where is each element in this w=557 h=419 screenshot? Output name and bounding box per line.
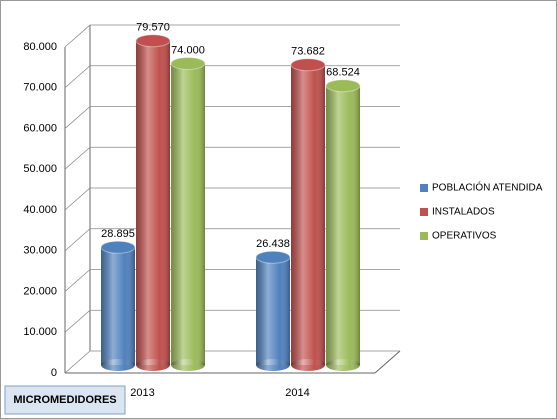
bar-shade bbox=[101, 247, 135, 365]
y-tick-label: 60.000 bbox=[23, 122, 57, 134]
y-tick-label: 0 bbox=[51, 367, 57, 379]
y-tick-label: 50.000 bbox=[23, 163, 57, 175]
grid-line bbox=[64, 350, 91, 374]
value-label: 68.524 bbox=[326, 67, 360, 79]
bar-base-shade bbox=[326, 359, 360, 371]
caption-box bbox=[4, 385, 126, 415]
bar-top bbox=[290, 58, 326, 72]
bar-top bbox=[135, 34, 171, 48]
bar-shade bbox=[136, 40, 170, 365]
legend-label: POBLACIÓN ATENDIDA bbox=[432, 181, 543, 194]
value-label: 28.895 bbox=[101, 228, 135, 240]
y-tick-label: 20.000 bbox=[23, 285, 57, 297]
grid-line bbox=[64, 24, 91, 48]
bar-top bbox=[325, 79, 361, 93]
grid-line bbox=[64, 65, 91, 89]
value-label: 26.438 bbox=[256, 238, 290, 250]
grid-line bbox=[64, 146, 91, 170]
y-tick-label: 80.000 bbox=[23, 41, 57, 53]
grid-line bbox=[64, 187, 91, 211]
bar-shade bbox=[171, 63, 205, 365]
legend-label: OPERATIVOS bbox=[432, 231, 497, 242]
bar-shade bbox=[256, 257, 290, 365]
bar-top bbox=[170, 56, 206, 70]
x-tick-label: 2014 bbox=[285, 387, 309, 399]
bar-shade bbox=[291, 64, 325, 365]
grid-line bbox=[64, 228, 91, 252]
bar-base-shade bbox=[136, 359, 170, 371]
bar-base-shade bbox=[291, 359, 325, 371]
caption: MICROMEDIDORES bbox=[13, 394, 116, 406]
bar-shade bbox=[326, 85, 360, 365]
axis-line bbox=[374, 350, 401, 374]
grid-line bbox=[64, 106, 91, 129]
legend-label: INSTALADOS bbox=[432, 207, 495, 218]
y-tick-label: 30.000 bbox=[23, 245, 57, 257]
y-tick-label: 10.000 bbox=[23, 326, 57, 338]
legend-swatch bbox=[420, 184, 428, 192]
legend-swatch bbox=[420, 208, 428, 216]
bar-base-shade bbox=[256, 359, 290, 371]
bar-top bbox=[255, 250, 291, 264]
bar-base-shade bbox=[171, 359, 205, 371]
y-tick-label: 70.000 bbox=[23, 82, 57, 94]
value-label: 74.000 bbox=[171, 44, 205, 56]
legend-swatch bbox=[420, 232, 428, 240]
value-label: 79.570 bbox=[136, 22, 170, 34]
bar-top bbox=[100, 240, 136, 254]
value-label: 73.682 bbox=[291, 46, 325, 58]
y-tick-label: 40.000 bbox=[23, 204, 57, 216]
x-tick-label: 2013 bbox=[130, 387, 154, 399]
bar-base-shade bbox=[101, 359, 135, 371]
grid-line bbox=[64, 269, 91, 292]
grid-line bbox=[64, 309, 91, 333]
